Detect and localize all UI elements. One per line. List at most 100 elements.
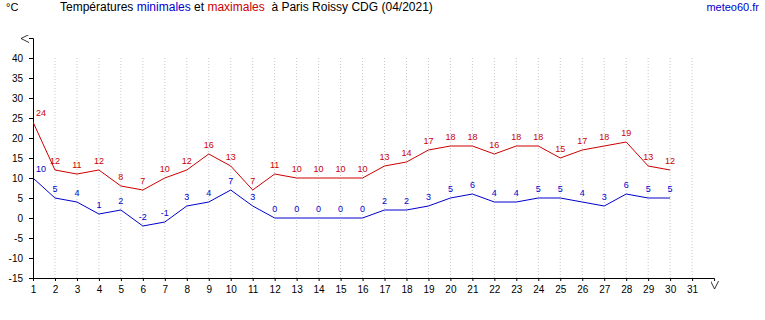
data-label: 12: [50, 156, 60, 166]
data-label: 18: [467, 132, 477, 142]
data-label: 16: [489, 140, 499, 150]
tick-label: 5: [119, 284, 125, 295]
axis-line: [34, 279, 715, 282]
data-label: 10: [336, 164, 346, 174]
data-label: 2: [382, 196, 387, 206]
tick-label: -10: [9, 253, 24, 264]
grid-line: [120, 58, 121, 278]
tick-label: 17: [379, 284, 391, 295]
tick-label: 11: [248, 284, 259, 295]
tick: 17: [379, 278, 391, 295]
tick: 6: [141, 278, 147, 295]
tick-label: 5: [17, 193, 23, 204]
data-label: 3: [250, 192, 255, 202]
tick: 31: [687, 278, 699, 295]
data-label: 11: [72, 160, 81, 170]
tick-mark: [253, 278, 254, 281]
data-label: 5: [52, 184, 57, 194]
series-line: [33, 178, 670, 226]
data-labels: 2412111287101216137111010101013141718181…: [36, 108, 675, 222]
plot-area: [33, 122, 670, 226]
tick-mark: [29, 178, 33, 179]
tick-label: 35: [12, 73, 24, 84]
tick-mark: [143, 278, 144, 281]
data-label: 1: [96, 200, 101, 210]
data-label: 6: [624, 180, 629, 190]
tick-label: 20: [445, 284, 457, 295]
grid-line: [692, 58, 693, 278]
tick-mark: [29, 118, 33, 119]
data-label: 18: [599, 132, 609, 142]
tick-mark: [494, 278, 495, 281]
data-label: 13: [380, 152, 390, 162]
tick-label: 6: [141, 284, 147, 295]
tick-mark: [29, 78, 33, 79]
data-label: 14: [401, 148, 411, 158]
series-line: [33, 122, 670, 190]
tick-label: 27: [599, 284, 611, 295]
tick: 7: [163, 278, 169, 295]
data-label: 7: [228, 176, 233, 186]
tick-label: 10: [226, 284, 238, 295]
tick-mark: [231, 278, 232, 281]
data-label: 6: [470, 180, 475, 190]
tick: 4: [97, 278, 103, 295]
tick: 20: [445, 278, 457, 295]
title: Températures minimales et maximales à Pa…: [60, 0, 433, 14]
data-label: 3: [426, 192, 431, 202]
tick-mark: [187, 278, 188, 281]
tick-label: 28: [621, 284, 633, 295]
tick-mark: [670, 278, 671, 281]
tick: 30: [665, 278, 677, 295]
tick-mark: [648, 278, 649, 281]
data-label: 10: [292, 164, 302, 174]
tick-mark: [516, 278, 517, 281]
data-label: 12: [665, 156, 675, 166]
tick: 26: [577, 278, 589, 295]
tick-label: 8: [185, 284, 191, 295]
data-label: -2: [139, 212, 147, 222]
tick-mark: [692, 278, 693, 281]
tick-mark: [29, 198, 33, 199]
tick-label: 9: [206, 284, 212, 295]
tick-mark: [29, 238, 33, 239]
tick-mark: [165, 278, 166, 281]
data-label: 17: [577, 136, 587, 146]
data-label: 18: [511, 132, 521, 142]
data-label: 13: [226, 152, 236, 162]
data-label: 10: [36, 164, 46, 174]
data-label: 10: [314, 164, 324, 174]
tick-mark: [560, 278, 561, 281]
tick-label: 15: [336, 284, 348, 295]
grid-line: [54, 58, 55, 278]
tick-label: 22: [489, 284, 501, 295]
tick: -10: [9, 253, 33, 264]
tick: 25: [12, 113, 33, 124]
tick-label: 0: [17, 213, 23, 224]
tick-mark: [472, 278, 473, 281]
data-label: 0: [360, 204, 365, 214]
grid-line: [560, 58, 561, 278]
tick: 25: [555, 278, 567, 295]
grid-line: [604, 58, 605, 278]
data-label: 10: [160, 164, 170, 174]
tick-label: 14: [314, 284, 326, 295]
tick-mark: [29, 278, 33, 279]
tick: 29: [643, 278, 655, 295]
tick: -5: [14, 233, 33, 244]
tick-label: 24: [533, 284, 545, 295]
tick-label: 25: [555, 284, 567, 295]
tick: 5: [17, 193, 33, 204]
tick-label: 16: [357, 284, 369, 295]
data-label: 5: [668, 184, 673, 194]
tick: 18: [401, 278, 413, 295]
grid-line: [538, 58, 539, 278]
data-label: 4: [514, 188, 519, 198]
tick: 15: [336, 278, 348, 295]
grid: [55, 58, 692, 278]
data-label: 2: [118, 196, 123, 206]
tick-mark: [77, 278, 78, 281]
data-label: 18: [445, 132, 455, 142]
source: meteo60.fr: [706, 1, 759, 13]
tick-mark: [341, 278, 342, 281]
